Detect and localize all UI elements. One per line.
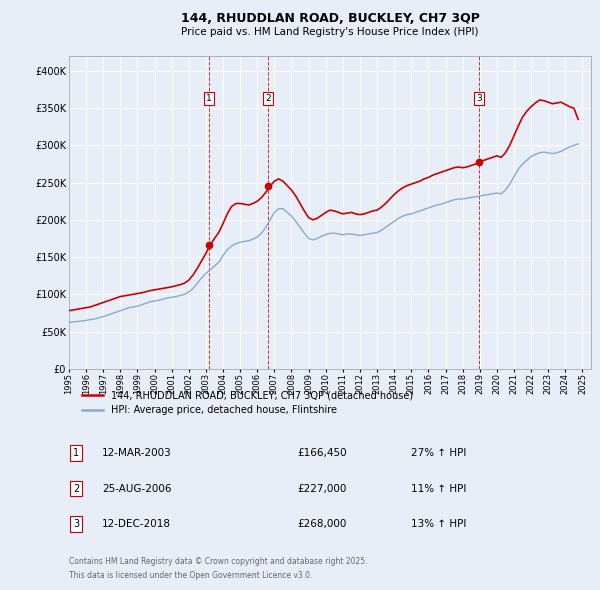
Text: 1: 1 <box>73 448 79 458</box>
Text: 25-AUG-2006: 25-AUG-2006 <box>102 484 172 493</box>
Text: 27% ↑ HPI: 27% ↑ HPI <box>411 448 466 458</box>
Text: Price paid vs. HM Land Registry's House Price Index (HPI): Price paid vs. HM Land Registry's House … <box>181 28 479 37</box>
Text: 13% ↑ HPI: 13% ↑ HPI <box>411 519 466 529</box>
Text: 11% ↑ HPI: 11% ↑ HPI <box>411 484 466 493</box>
Text: 3: 3 <box>476 94 482 103</box>
Text: 2: 2 <box>266 94 271 103</box>
Text: 2: 2 <box>73 484 79 493</box>
Text: 144, RHUDDLAN ROAD, BUCKLEY, CH7 3QP: 144, RHUDDLAN ROAD, BUCKLEY, CH7 3QP <box>181 12 479 25</box>
Text: Contains HM Land Registry data © Crown copyright and database right 2025.: Contains HM Land Registry data © Crown c… <box>69 557 367 566</box>
Text: £166,450: £166,450 <box>297 448 347 458</box>
Text: £227,000: £227,000 <box>297 484 346 493</box>
Text: 1: 1 <box>206 94 212 103</box>
Text: This data is licensed under the Open Government Licence v3.0.: This data is licensed under the Open Gov… <box>69 571 313 580</box>
Text: 12-DEC-2018: 12-DEC-2018 <box>102 519 171 529</box>
Text: £268,000: £268,000 <box>297 519 346 529</box>
Text: 12-MAR-2003: 12-MAR-2003 <box>102 448 172 458</box>
Text: 3: 3 <box>73 519 79 529</box>
Legend: 144, RHUDDLAN ROAD, BUCKLEY, CH7 3QP (detached house), HPI: Average price, detac: 144, RHUDDLAN ROAD, BUCKLEY, CH7 3QP (de… <box>78 386 417 419</box>
